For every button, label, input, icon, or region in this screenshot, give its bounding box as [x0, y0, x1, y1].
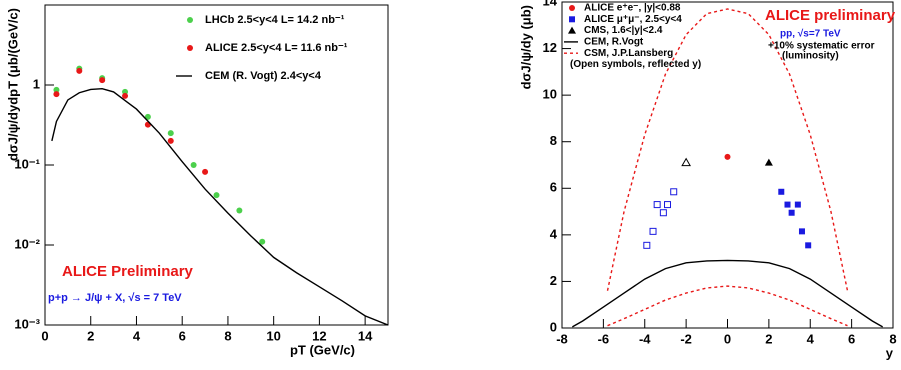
- point: [788, 209, 795, 216]
- point: [259, 238, 266, 245]
- y-tick-label: 8: [550, 133, 557, 148]
- point: [649, 227, 657, 235]
- legend-marker: [187, 17, 193, 23]
- point: [122, 92, 129, 99]
- point: [764, 158, 773, 166]
- y-tick-label: 10⁻³: [14, 316, 40, 331]
- annotation: ALICE Preliminary: [62, 263, 194, 280]
- x-tick-label: 6: [848, 331, 855, 346]
- point: [659, 209, 667, 217]
- legend-label: CEM (R. Vogt) 2.4<y<4: [205, 70, 322, 82]
- y-axis-label: dσJ/ψ/dydpT (μb/(GeV/c): [5, 8, 20, 161]
- y-tick-label: 2: [550, 273, 557, 288]
- point: [778, 188, 785, 195]
- curve: [572, 259, 883, 328]
- y-tick-label: 4: [550, 226, 558, 241]
- annotation: +10% systematic error: [768, 41, 875, 52]
- legend-marker: [569, 5, 575, 11]
- x-tick-label: 8: [224, 328, 231, 343]
- point: [670, 188, 678, 196]
- point: [76, 67, 83, 74]
- x-tick-label: 8: [889, 331, 896, 346]
- point: [53, 91, 60, 98]
- legend-marker: [187, 45, 193, 51]
- x-axis-label: y: [886, 345, 894, 360]
- x-tick-label: 4: [807, 331, 815, 346]
- y-tick-label: 0: [550, 319, 557, 334]
- x-tick-label: -6: [598, 331, 610, 346]
- x-tick-label: 6: [179, 328, 186, 343]
- annotation: ALICE preliminary: [765, 7, 896, 24]
- point: [794, 201, 801, 208]
- annotation: p+p → J/ψ + X, √s = 7 TeV: [48, 292, 182, 304]
- legend-label: ALICE e⁺e⁻, |y|<0.88: [584, 3, 681, 14]
- point: [784, 201, 791, 208]
- legend-note: (Open symbols, reflected y): [570, 59, 701, 70]
- curve: [606, 8, 849, 291]
- point: [99, 77, 106, 84]
- x-axis-label: pT (GeV/c): [290, 342, 355, 357]
- curve: [607, 285, 848, 327]
- y-tick-label: 12: [543, 40, 557, 55]
- point: [798, 228, 805, 235]
- point: [724, 153, 731, 160]
- y-axis-label: dσJ/ψ/dy (μb): [518, 5, 533, 89]
- legend-label: ALICE 2.5<y<4 L= 11.6 nb⁻¹: [205, 42, 348, 54]
- point: [167, 137, 174, 144]
- point: [53, 86, 60, 93]
- y-tick-label: 1: [33, 76, 40, 91]
- point: [236, 207, 243, 214]
- legend-label: CEM, R.Vogt: [584, 37, 644, 48]
- point: [664, 201, 672, 209]
- point: [213, 192, 220, 199]
- point: [653, 201, 661, 209]
- point: [144, 113, 151, 120]
- x-tick-label: 0: [724, 331, 731, 346]
- legend-marker: [568, 26, 576, 34]
- x-tick-label: 0: [41, 328, 48, 343]
- annotation: pp, √s=7 TeV: [780, 29, 841, 40]
- point: [167, 130, 174, 137]
- x-tick-label: -8: [556, 331, 568, 346]
- legend-label: CMS, 1.6<|y|<2.4: [584, 25, 663, 36]
- point: [805, 242, 812, 249]
- y-tick-label: 10⁻²: [14, 236, 40, 251]
- y-tick-label: 14: [543, 0, 558, 8]
- x-tick-label: 12: [312, 328, 326, 343]
- legend-label: ALICE μ⁺μ⁻, 2.5<y<4: [584, 14, 682, 25]
- point: [202, 168, 209, 175]
- x-tick-label: -2: [680, 331, 692, 346]
- legend-label: CSM, J.P.Lansberg: [584, 48, 673, 59]
- y-tick-label: 6: [550, 180, 557, 195]
- annotation: (luminosity): [782, 51, 839, 62]
- point: [643, 241, 651, 249]
- legend-marker: [569, 16, 575, 23]
- y-tick-label: 10: [543, 87, 557, 102]
- curve: [51, 87, 389, 326]
- legend-label: LHCb 2.5<y<4 L= 14.2 nb⁻¹: [205, 14, 345, 26]
- x-tick-label: 4: [133, 328, 141, 343]
- y-tick-label: 10⁻¹: [14, 156, 40, 171]
- x-tick-label: -4: [639, 331, 651, 346]
- point: [190, 162, 197, 168]
- x-tick-label: 2: [765, 331, 772, 346]
- point: [681, 157, 691, 167]
- x-tick-label: 10: [266, 328, 280, 343]
- x-tick-label: 2: [87, 328, 94, 343]
- x-tick-label: 14: [358, 328, 373, 343]
